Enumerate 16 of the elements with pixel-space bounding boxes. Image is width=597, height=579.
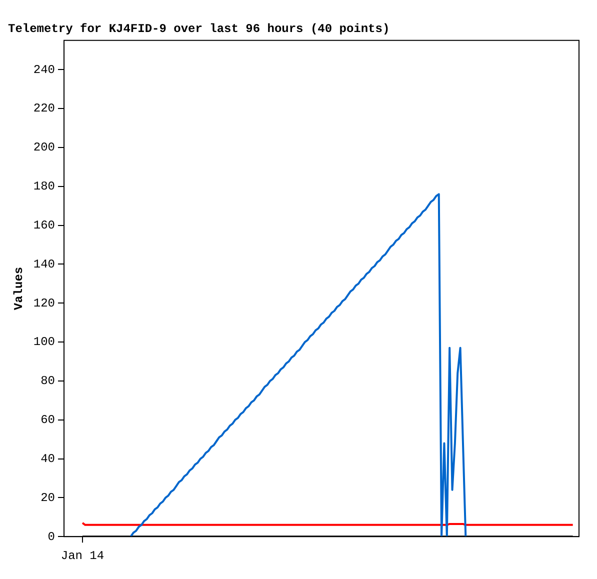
y-tick-label: 0 xyxy=(48,530,56,544)
y-tick-label: 100 xyxy=(33,335,56,350)
y-tick-label: 140 xyxy=(33,257,56,272)
y-tick-label: 240 xyxy=(33,62,56,77)
y-tick-label: 80 xyxy=(40,374,56,388)
y-tick-label: 20 xyxy=(40,490,56,505)
y-tick-label: 200 xyxy=(33,140,56,155)
chart-title: Telemetry for KJ4FID-9 over last 96 hours (40 points) xyxy=(8,22,390,36)
y-tick-label: 220 xyxy=(33,102,56,116)
y-axis-title: Values xyxy=(12,266,26,310)
y-tick-label: 160 xyxy=(33,218,56,232)
y-tick-label: 60 xyxy=(40,413,56,428)
y-tick-label: 120 xyxy=(33,296,56,310)
y-tick-label: 180 xyxy=(33,180,56,194)
x-tick-label: Jan 14 xyxy=(60,548,104,563)
y-tick-label: 40 xyxy=(40,452,56,466)
